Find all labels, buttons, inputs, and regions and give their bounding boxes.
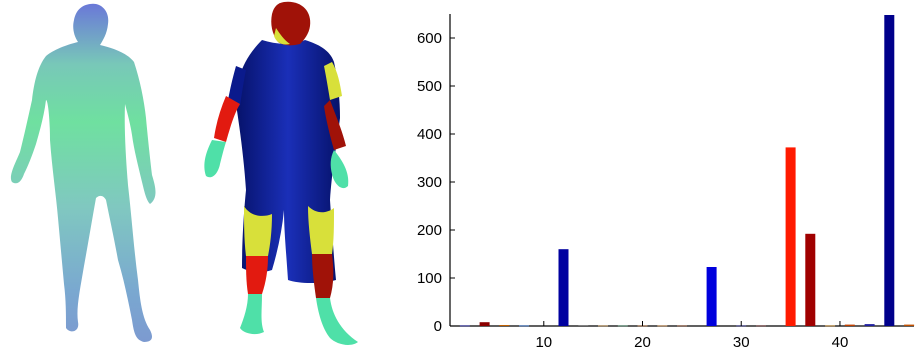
- x-tick-label: 30: [733, 334, 750, 351]
- y-tick-label: 500: [417, 78, 442, 95]
- seg-left-upper-arm: [228, 66, 246, 106]
- bar-41: [844, 324, 855, 326]
- seg-right-hand: [330, 150, 349, 189]
- bar-4: [479, 322, 490, 326]
- bar-32: [756, 325, 766, 327]
- x-ticks: 10 20 30 40: [535, 321, 848, 351]
- bar-27: [706, 267, 717, 326]
- seg-left-hand: [204, 140, 226, 178]
- bar-6: [499, 325, 510, 326]
- bar-2: [459, 325, 470, 327]
- seg-left-foot: [240, 294, 264, 335]
- y-tick-label: 400: [417, 126, 442, 143]
- seg-right-upper-arm: [324, 62, 342, 100]
- bar-8: [519, 325, 529, 327]
- bar-24: [677, 325, 687, 327]
- y-tick-label: 200: [417, 222, 442, 239]
- bar-45: [884, 15, 895, 326]
- seg-head: [271, 1, 311, 46]
- seg-left-shin: [246, 256, 268, 294]
- bars: [459, 15, 915, 327]
- smooth-body-figure: [10, 3, 156, 343]
- bar-39: [825, 325, 836, 327]
- bar-18: [617, 325, 628, 327]
- bar-22: [657, 325, 668, 327]
- x-tick-label: 20: [634, 334, 651, 351]
- seg-right-shin: [312, 254, 334, 298]
- y-tick-label: 300: [417, 174, 442, 191]
- x-tick-label: 10: [535, 334, 552, 351]
- smooth-body-silhouette: [10, 3, 156, 343]
- seg-right-foot: [316, 298, 358, 345]
- bar-37: [805, 233, 816, 326]
- y-tick-label: 100: [417, 270, 442, 287]
- seg-left-thigh: [244, 206, 272, 256]
- seg-head-accent: [274, 28, 290, 45]
- histogram-chart: 10 20 30 40 0 100 200 300 400 500 600: [417, 14, 915, 351]
- y-ticks: 0 100 200 300 400 500 600: [417, 30, 455, 335]
- x-tick-label: 40: [832, 334, 849, 351]
- seg-right-forearm: [324, 100, 346, 150]
- segmented-body-figure: [204, 1, 358, 345]
- y-tick-label: 0: [434, 318, 442, 335]
- bar-35: [785, 147, 796, 326]
- seg-left-forearm: [214, 96, 240, 142]
- bar-14: [578, 325, 589, 326]
- bar-12: [558, 249, 569, 326]
- y-tick-label: 600: [417, 30, 442, 47]
- bar-47: [904, 324, 915, 326]
- bar-43: [864, 324, 875, 326]
- bar-16: [598, 325, 608, 327]
- seg-right-thigh: [308, 206, 334, 254]
